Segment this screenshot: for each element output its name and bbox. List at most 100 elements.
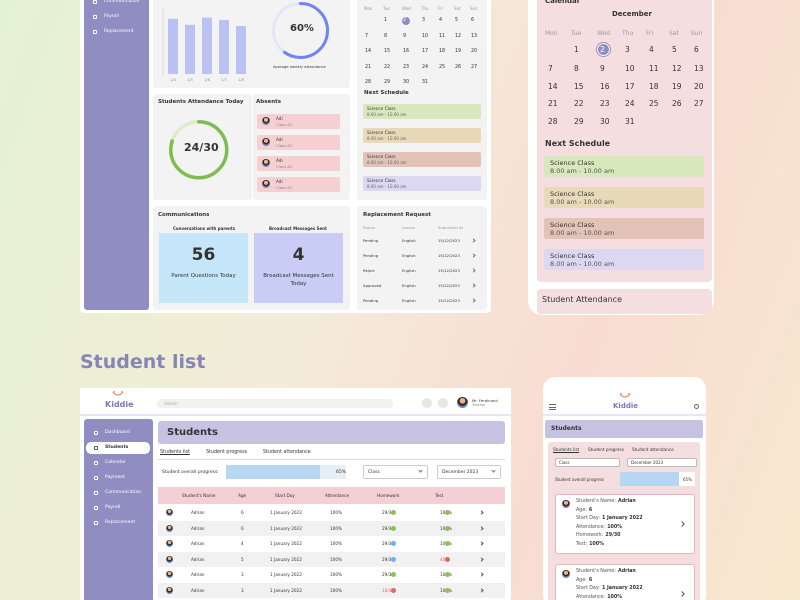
search-placeholder[interactable]: Search [164,401,178,406]
card-label: Attendance: [576,594,606,600]
nav-item[interactable]: Students [105,445,129,450]
nav-icon [93,15,97,19]
nav-icon [94,506,98,510]
weekday: Mon [364,6,373,11]
card-label: Start Day: [576,516,600,522]
tab[interactable]: Student progress [206,450,248,455]
nav-icon [94,446,98,450]
column-header: Homework [377,493,400,498]
avatar [166,587,173,594]
card-value: 6 [588,577,593,583]
mobile-attendance-card [537,289,712,314]
calendar-day: 13 [471,33,478,39]
avatar [166,524,173,532]
calendar-day: 28 [548,117,558,126]
column-header: Start Day [275,493,295,498]
table-cell: 3 [241,572,244,578]
table-header-bar [158,487,505,504]
nav-item: Payroll [104,14,119,19]
calendar-day: 31 [625,117,635,126]
card-label: Homework: [576,533,604,539]
calendar-day: 24 [422,64,429,70]
card-value: Adrian [618,499,636,504]
table-cell: Pending [363,298,379,303]
bar [168,18,178,74]
status-dot [391,510,396,515]
status-dot [391,588,396,593]
tab[interactable]: Students list [553,447,580,452]
calendar-day: 26 [455,64,462,70]
search-icon [694,404,699,409]
card-label: Attendance: [576,524,606,530]
logo-smile [619,392,631,398]
tab[interactable]: Student attendance [632,447,674,452]
smile [112,391,124,396]
status-dot [391,556,396,562]
page-title-bar [545,420,703,438]
calendar-day: 22 [574,99,584,108]
smile [619,393,631,398]
comm-caption: Broadcast Messages Sent Today [263,273,334,287]
absent-class: Class A1 [276,185,293,190]
absent-item [257,114,340,129]
calendar-month: December [612,10,652,18]
calendar-day: 17 [625,82,635,91]
calendar-day: 29 [574,117,584,126]
nav-item[interactable]: Replacement [105,520,136,525]
schedule-item [544,156,704,177]
nav-icon [94,521,98,525]
nav-item[interactable]: Payroll [105,505,121,510]
column-header: Age [238,493,247,498]
student-card [555,494,695,554]
dropdown-label[interactable]: December 2023 [442,470,479,475]
calendar-day: 8 [574,64,579,73]
schedule-title: Science Class [367,154,396,159]
table-row [158,520,505,536]
calendar-day: 24 [625,99,635,108]
absent-item [257,156,340,171]
card-title: Absents [256,99,282,105]
nav-item[interactable]: Calendar [105,460,126,465]
avatar [262,159,270,167]
calendar-day: 18 [649,82,659,91]
table-cell: 6 [241,510,244,515]
schedule-title: Science Class [550,159,595,167]
calendar-day: 27 [471,64,478,70]
absent-class: Class A1 [276,122,293,127]
bar [202,17,212,75]
dropdown-label[interactable]: December 2023 [631,460,664,465]
nav-item[interactable]: Payment [105,475,126,480]
dropdown-label[interactable]: Class [368,470,380,475]
menu-line [549,404,556,405]
card-label: Age: [576,577,587,583]
calendar-day: 22 [384,64,391,70]
table-cell: Reject [363,268,375,273]
table-cell: 1 January 2022 [270,556,302,562]
calendar-day: 19 [455,49,462,54]
nav-item[interactable]: Dashboard [105,430,130,435]
nav-item[interactable]: Communication [105,490,142,495]
calendar-day: 9 [600,64,605,73]
table-row [158,536,505,552]
calendar-day: 5 [672,45,677,54]
calendar-day: 30 [600,117,610,126]
calendar-day: 21 [548,99,558,108]
table-header: Status [363,225,376,230]
card-label: Start Day: [576,586,600,592]
nav-item: Communication [104,0,140,4]
tab[interactable]: Student attendance [263,450,311,455]
dropdown [627,458,697,467]
calendar-day: 20 [694,82,704,91]
dropdown-label[interactable]: Class [559,460,570,465]
calendar-day: 15 [574,82,584,91]
table-cell: 29/30 [382,556,395,562]
calendar-day: 17 [422,49,429,54]
tab[interactable]: Student progress [588,447,624,452]
tab[interactable]: Students list [160,450,190,455]
calendar-day: 3 [422,18,426,23]
table-cell: Adrian [191,525,205,531]
avatar [562,570,570,578]
calendar-day: 20 [471,49,478,54]
weekday: Mon [545,30,558,37]
status-dot [445,510,450,515]
